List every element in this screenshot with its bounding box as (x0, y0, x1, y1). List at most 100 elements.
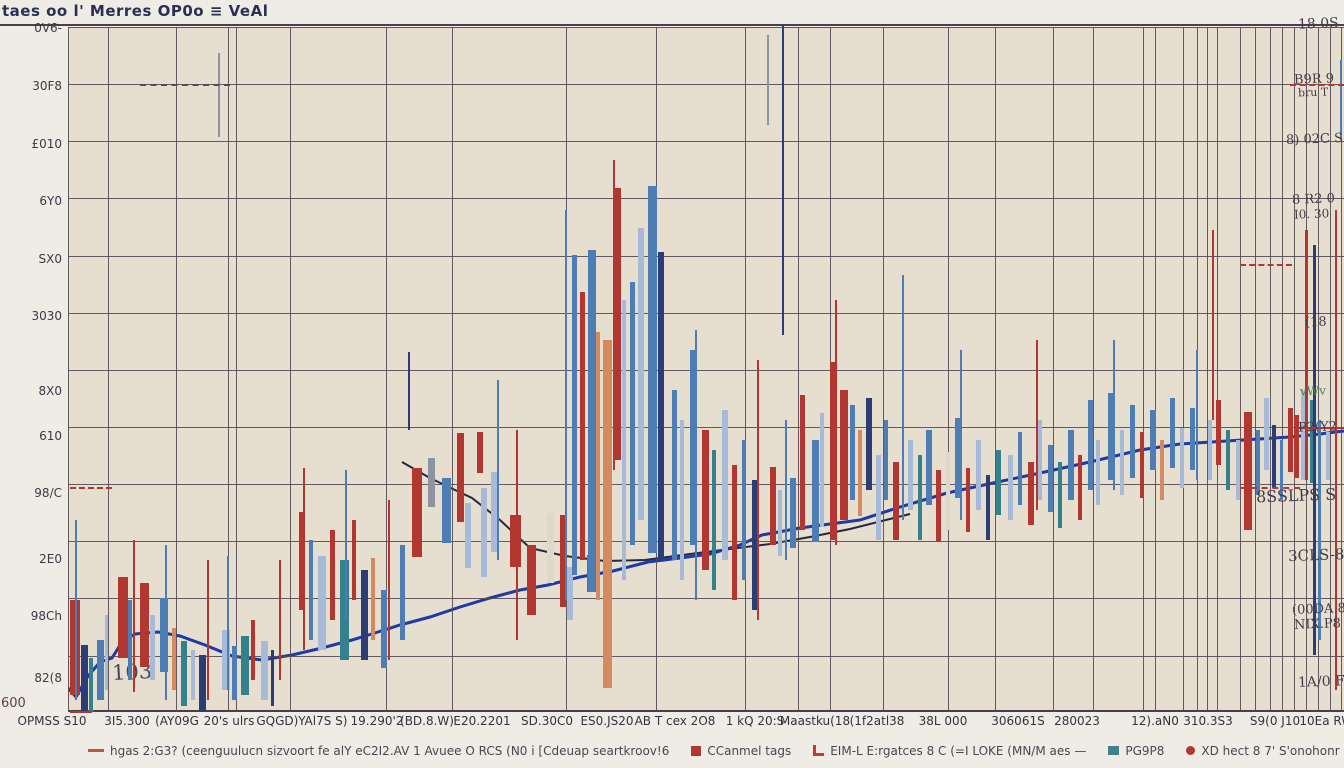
grid-hline (68, 370, 1344, 371)
y-tick-label-right: (18 (1304, 314, 1327, 331)
y-tick-label-left: SX0 (38, 252, 62, 266)
candle-wick (1340, 60, 1342, 140)
candle-bar (560, 515, 566, 607)
candle-wick (757, 360, 759, 620)
grid-vline (1282, 27, 1283, 712)
candle-bar (572, 255, 577, 575)
legend-item-label: EIM-L E:rgatces 8 C (=I LOKE (MN/M aes — (830, 743, 1087, 758)
candle-bar (1008, 455, 1013, 520)
candle-bar (1272, 425, 1276, 488)
grid-hline (68, 598, 1344, 599)
y-tick-label-left: 0V6- (34, 21, 62, 35)
candle-bar (966, 468, 970, 532)
candle-bar (986, 475, 990, 540)
candle-bar (330, 530, 335, 620)
candle-bar (1120, 430, 1124, 495)
y-tick-label-right: 1A/0 F (1297, 673, 1344, 691)
y-tick-label-left: 6Y0 (39, 194, 62, 208)
candle-bar (1018, 432, 1022, 505)
candle-bar (702, 430, 709, 570)
candle-bar (1294, 415, 1299, 478)
candle-bar (567, 567, 573, 620)
grid-vline (1255, 27, 1256, 712)
candle-bar (876, 455, 881, 540)
candle-bar (732, 465, 737, 600)
candle-bar (172, 628, 176, 690)
candle-bar (638, 228, 644, 520)
candle-bar (1180, 428, 1184, 488)
legend: hgas 2:G3? (ceenguulucn sizvoort fe alY … (88, 743, 1344, 758)
x-tick-label: 20's ulrs (203, 714, 255, 728)
x-tick-label: 38L 000 (918, 714, 968, 728)
grid-vline (745, 27, 746, 712)
dash-segment (1240, 264, 1292, 266)
y-tick-label-right: bru T (1297, 85, 1329, 100)
candle-bar (1313, 245, 1316, 655)
y-tick-label-right: P2(Y2 (1297, 419, 1338, 436)
candle-bar (955, 418, 961, 498)
legend-item-label: XD hect 8 7' S'onohonr 8 Sruemdlsilus ( … (1201, 743, 1344, 758)
candle-bar (191, 650, 195, 700)
candle-wick (218, 53, 220, 137)
candle-bar (884, 420, 888, 500)
candle-bar (722, 410, 728, 560)
grid-vline (798, 27, 799, 712)
grid-vline (1093, 27, 1094, 712)
candle-wick (1212, 230, 1214, 420)
candle-bar (1150, 410, 1156, 470)
grid-vline (1207, 27, 1208, 712)
candle-bar (603, 340, 612, 688)
candle-bar (680, 420, 684, 580)
dash-segment (140, 84, 230, 86)
grid-vline (1270, 27, 1271, 712)
candle-bar (510, 515, 521, 567)
candle-bar (1288, 408, 1293, 472)
candle-bar (318, 556, 326, 650)
candle-wick (835, 300, 837, 545)
corner-axis-label: 600 (1, 696, 26, 711)
legend-item-label: PG9P8 (1125, 743, 1165, 758)
candle-bar (936, 470, 941, 542)
candle-bar (361, 570, 368, 660)
x-tick-label: AB T cex 2O8 (634, 714, 716, 728)
grid-vline (228, 27, 229, 712)
grid-vline (1053, 27, 1054, 712)
candle-wick (75, 520, 77, 700)
candle-bar (1301, 390, 1308, 480)
candle-bar (381, 590, 387, 668)
candle-wick (497, 380, 499, 560)
candle-bar (893, 462, 899, 540)
grid-vline (1143, 27, 1144, 712)
candle-wick (227, 556, 229, 690)
grid-hline (68, 27, 1344, 28)
candle-bar (481, 488, 487, 577)
legend-item: PG9P8 (1108, 744, 1164, 758)
grid-vline (68, 27, 69, 712)
candle-wick (565, 210, 567, 600)
candle-bar (1280, 440, 1283, 500)
candle-bar (630, 282, 635, 545)
candle-bar (340, 560, 349, 660)
y-tick-label-left: 3030 (31, 309, 62, 323)
dash-segment (1290, 84, 1344, 86)
candle-bar (547, 513, 554, 583)
candle-wick (303, 468, 305, 650)
y-tick-label-right: I0. 30 (1293, 206, 1330, 222)
candle-bar (742, 440, 746, 580)
x-tick-label: GQGD)Y (256, 714, 306, 728)
candle-bar (352, 520, 356, 600)
grid-vline (1330, 27, 1331, 712)
candle-wick (1196, 350, 1198, 480)
candle-bar (89, 658, 93, 712)
y-tick-label-right: vWv (1299, 383, 1327, 399)
legend-marker-dash-icon (88, 749, 104, 752)
candle-bar (1068, 430, 1074, 500)
candle-bar (580, 292, 585, 560)
candle-bar (1108, 393, 1114, 480)
candle-bar (658, 252, 664, 560)
candle-wick (1113, 340, 1115, 490)
candle-bar (128, 600, 132, 680)
candle-wick (165, 545, 167, 700)
candle-bar (752, 480, 758, 610)
